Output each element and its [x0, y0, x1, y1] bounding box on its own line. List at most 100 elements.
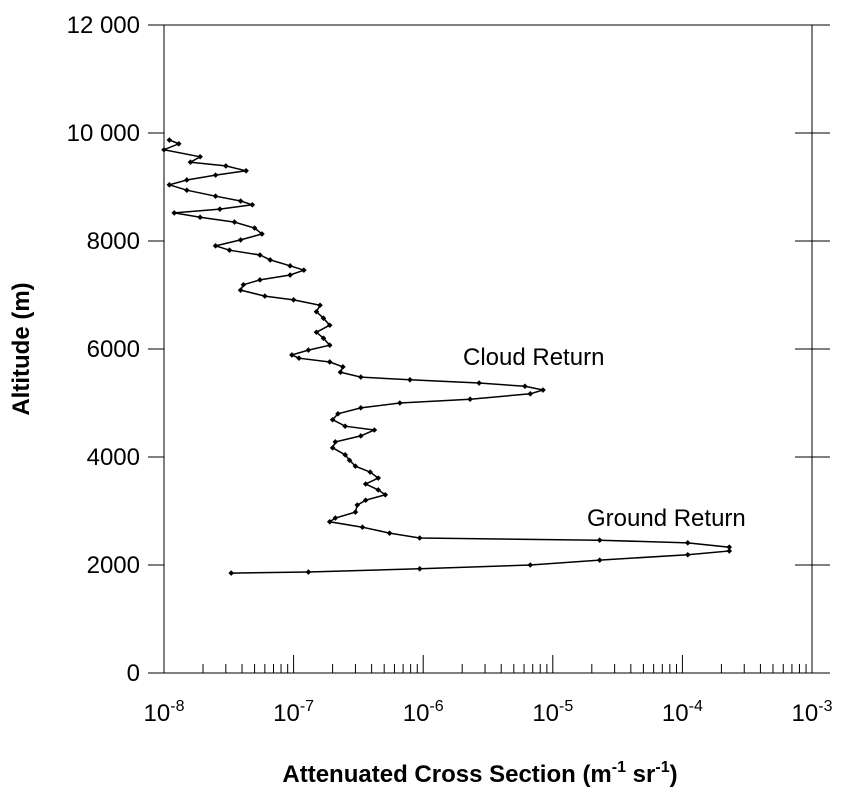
data-point — [467, 396, 473, 403]
data-point — [313, 329, 320, 336]
data-point — [313, 308, 320, 315]
data-point — [212, 193, 219, 199]
data-point — [476, 380, 482, 386]
data-point — [335, 411, 341, 417]
x-tick-label-power: -6 — [429, 698, 443, 715]
x-tick-label: 10-8 — [144, 698, 185, 727]
x-tick-label: 10-3 — [792, 698, 833, 727]
data-point — [212, 243, 219, 249]
data-point — [397, 400, 403, 406]
data-point — [262, 293, 268, 299]
data-point — [342, 423, 348, 430]
x-tick-label-power: -4 — [689, 698, 703, 715]
x-axis-title-part: Attenuated Cross Section (m — [282, 761, 611, 788]
y-tick-label: 2000 — [87, 552, 140, 579]
y-tick-label: 6000 — [87, 336, 140, 363]
data-point — [226, 247, 233, 253]
data-point — [301, 267, 307, 273]
data-point — [337, 369, 344, 376]
data-point — [257, 277, 263, 283]
data-point — [382, 492, 389, 498]
data-point — [340, 364, 346, 370]
x-tick-label-base: 10 — [662, 700, 689, 727]
data-point — [223, 163, 229, 169]
x-tick-label-base: 10 — [532, 700, 559, 727]
data-point — [527, 562, 534, 568]
x-tick-label-base: 10 — [403, 700, 430, 727]
x-tick-label: 10-7 — [273, 698, 314, 727]
data-point — [231, 219, 238, 225]
data-point — [228, 570, 234, 576]
data-point — [354, 502, 361, 508]
annotation: Cloud Return — [463, 344, 604, 371]
data-point — [362, 481, 369, 487]
data-point — [684, 540, 691, 546]
data-point — [329, 445, 336, 451]
y-axis-title: Altitude (m) — [8, 282, 35, 415]
x-axis-title-part: -1 — [612, 759, 626, 776]
x-axis-title-part: ) — [670, 761, 678, 788]
x-tick-label-power: -8 — [170, 698, 184, 715]
x-tick-label-power: -3 — [818, 698, 832, 715]
data-point — [332, 515, 339, 521]
data-point — [197, 214, 203, 221]
data-point — [161, 146, 167, 153]
data-point — [243, 168, 249, 174]
data-point — [352, 463, 359, 469]
x-tick-label-base: 10 — [792, 700, 819, 727]
data-point — [251, 225, 258, 231]
data-point — [329, 416, 336, 423]
data-point — [267, 257, 274, 263]
data-point — [171, 210, 178, 216]
data-point — [367, 469, 374, 475]
data-point — [237, 287, 244, 293]
data-point — [240, 281, 247, 288]
x-tick-label-power: -7 — [300, 698, 314, 715]
data-point — [357, 405, 364, 411]
x-axis-title-part: -1 — [655, 759, 669, 776]
data-point — [212, 172, 219, 178]
data-point — [184, 177, 190, 183]
x-tick-label: 10-5 — [532, 698, 573, 727]
data-point — [326, 342, 333, 349]
data-point — [287, 272, 293, 278]
data-point — [375, 475, 382, 481]
data-point — [259, 231, 265, 237]
data-point — [326, 359, 333, 365]
data-point — [237, 237, 244, 243]
data-point — [362, 497, 369, 503]
data-point — [359, 524, 366, 530]
x-axis-title: Attenuated Cross Section (m-1 sr-1) — [282, 759, 677, 788]
x-tick-label: 10-6 — [403, 698, 444, 727]
data-point — [326, 322, 333, 329]
x-tick-label-base: 10 — [144, 700, 171, 727]
data-point — [317, 302, 323, 309]
data-point — [371, 427, 378, 433]
data-point — [357, 433, 364, 439]
data-point — [287, 263, 293, 269]
data-point — [342, 452, 348, 458]
data-point — [346, 457, 353, 464]
data-point — [416, 565, 423, 572]
data-point — [237, 198, 244, 204]
data-point — [166, 137, 173, 143]
y-tick-label: 0 — [127, 660, 140, 687]
x-tick-label: 10-4 — [662, 698, 703, 727]
data-point — [527, 391, 534, 397]
data-point — [326, 519, 333, 525]
data-point — [217, 206, 223, 212]
data-point — [386, 530, 393, 536]
data-point — [416, 535, 423, 541]
y-tick-label: 10 000 — [67, 120, 140, 147]
data-point — [197, 153, 203, 160]
data-point — [289, 352, 295, 358]
data-point — [352, 509, 359, 515]
data-point — [375, 487, 382, 493]
data-point — [320, 335, 327, 341]
data-point — [522, 383, 528, 390]
data-line — [161, 139, 731, 574]
data-point — [184, 187, 190, 194]
data-point — [726, 548, 733, 554]
data-point — [296, 355, 302, 361]
